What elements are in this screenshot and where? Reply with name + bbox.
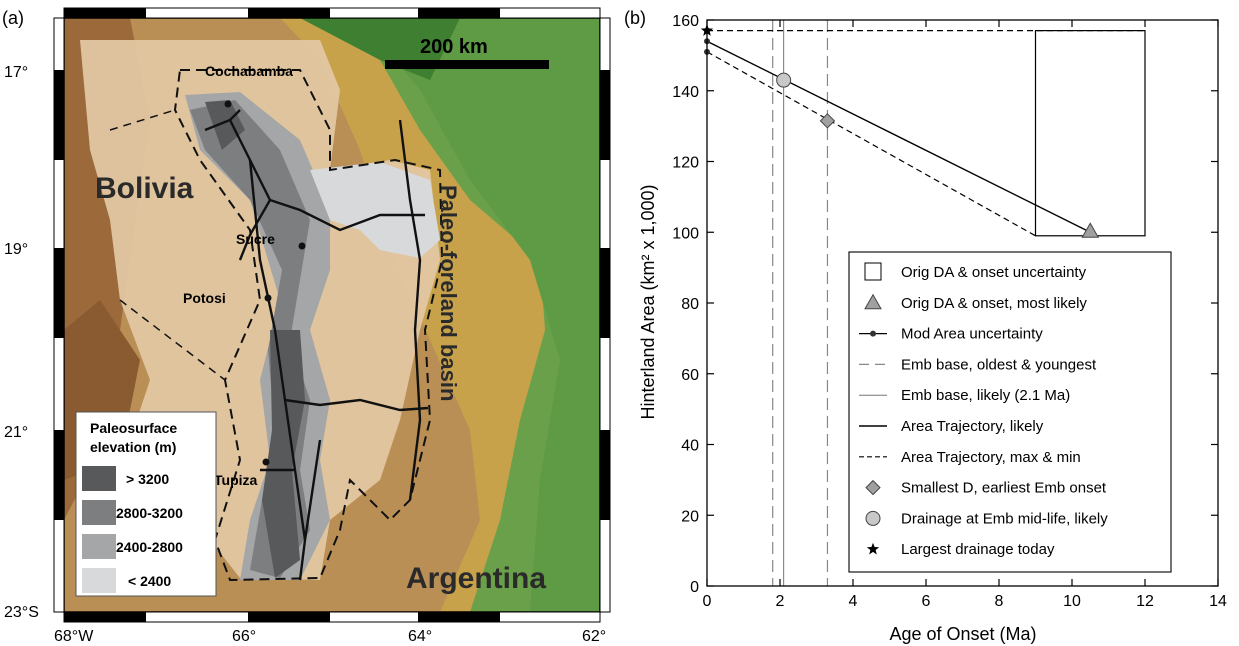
x-tick-label-3: 6 — [922, 593, 931, 610]
legend-swatch-3 — [82, 568, 116, 593]
legend-entry-longdash: Emb base, oldest & youngest — [859, 356, 1097, 373]
y-tick-label-4: 80 — [681, 296, 699, 313]
legend-label-thinline: Emb base, likely (2.1 Ma) — [901, 387, 1070, 404]
map-frame — [53, 7, 611, 623]
lat-tick-19: 19° — [4, 241, 28, 258]
elevation-legend: Paleosurface elevation (m) > 3200 2800-3… — [75, 411, 217, 597]
trajectory-likely — [706, 40, 1091, 233]
lon-tick-64: 64° — [408, 628, 432, 645]
place-tupiza: Tupiza — [214, 472, 258, 488]
place-cochabamba: Cochabamba — [205, 63, 293, 79]
lat-tick-23: 23°S — [4, 604, 39, 621]
y-axis-label: Hinterland Area (km² x 1,000) — [638, 184, 658, 419]
y-tick-label-7: 140 — [672, 84, 699, 101]
trajectory-min — [706, 51, 1036, 237]
drainage-mid-life-circle — [776, 72, 792, 88]
lat-tick-21: 21° — [4, 424, 28, 441]
x-tick-label-5: 10 — [1063, 593, 1081, 610]
city-dot-tupiza — [262, 458, 270, 466]
y-tick-label-3: 60 — [681, 367, 699, 384]
city-dot-sucre — [298, 242, 306, 250]
legend-label-box: Orig DA & onset uncertainty — [901, 264, 1087, 281]
legend-label-0: > 3200 — [126, 471, 169, 487]
panel-b-label: (b) — [624, 8, 646, 28]
lon-tick-68: 68°W — [54, 628, 94, 645]
legend-entry-box: Orig DA & onset uncertainty — [864, 262, 1087, 281]
drainage-divide-outline — [173, 69, 444, 582]
legend-label-diamond: Smallest D, earliest Emb onset — [901, 480, 1107, 497]
y-tick-label-5: 100 — [672, 225, 699, 242]
x-tick-label-1: 2 — [776, 593, 785, 610]
city-dot-potosi — [264, 294, 272, 302]
legend-entry-thinline: Emb base, likely (2.1 Ma) — [859, 387, 1070, 404]
legend-label-3: < 2400 — [128, 573, 171, 589]
legend-label-triangle: Orig DA & onset, most likely — [901, 295, 1087, 312]
x-tick-label-7: 14 — [1209, 593, 1227, 610]
legend-symbol-triangle — [864, 293, 882, 310]
x-tick-label-0: 0 — [703, 593, 712, 610]
legend-swatch-1 — [82, 500, 116, 525]
legend-label-dotline: Mod Area uncertainty — [901, 326, 1043, 343]
y-tick-label-0: 0 — [690, 579, 699, 596]
zone-above-3200-north — [205, 100, 245, 150]
y-tick-label-2: 40 — [681, 438, 699, 455]
x-tick-label-4: 8 — [995, 593, 1004, 610]
legend-entry-dotline: Mod Area uncertainty — [859, 326, 1043, 343]
legend-symbol-box — [864, 262, 882, 281]
legend-title-2: elevation (m) — [90, 439, 176, 455]
legend-symbol-dot — [870, 330, 876, 337]
legend-entry-shortdash: Area Trajectory, max & min — [859, 449, 1081, 466]
legend-swatch-0 — [82, 466, 116, 491]
legend-symbol-diamond — [865, 479, 881, 496]
panel-a-label: (a) — [2, 8, 24, 28]
orig-most-likely-triangle — [1081, 222, 1100, 238]
plot-area — [700, 20, 1146, 586]
x-tick-label-6: 12 — [1136, 593, 1154, 610]
city-dot-cochabamba — [224, 100, 232, 108]
lat-tick-17: 17° — [4, 64, 28, 81]
y-tick-label-8: 160 — [672, 13, 699, 30]
x-axis-label: Age of Onset (Ma) — [889, 624, 1036, 644]
legend-label-solid: Area Trajectory, likely — [901, 418, 1044, 435]
legend-box — [848, 251, 1172, 573]
map-east-lowland — [360, 18, 600, 612]
zone-above-3200-south — [262, 330, 305, 578]
smallest-d-diamond — [819, 113, 836, 129]
scale-label: 200 km — [420, 36, 488, 58]
legend-entry-star: Largest drainage today — [866, 541, 1055, 558]
legend-symbol-star — [866, 542, 880, 555]
legend-entry-triangle: Orig DA & onset, most likely — [864, 293, 1087, 312]
legend-label-shortdash: Area Trajectory, max & min — [901, 449, 1081, 466]
legend-swatch-2 — [82, 534, 116, 559]
lon-tick-66: 66° — [232, 628, 256, 645]
x-tick-label-2: 4 — [849, 593, 858, 610]
legend-label-star: Largest drainage today — [901, 541, 1055, 558]
paleo-drainage-network — [204, 109, 429, 581]
y-tick-label-1: 20 — [681, 508, 699, 525]
place-sucre: Sucre — [236, 231, 275, 247]
scale-bar — [385, 60, 549, 69]
panel-a-map: (a) — [2, 7, 611, 645]
country-argentina: Argentina — [406, 562, 546, 595]
lon-tick-62: 62° — [582, 628, 606, 645]
uncertainty-box — [1034, 30, 1146, 237]
place-potosi: Potosi — [183, 290, 226, 306]
legend-label-longdash: Emb base, oldest & youngest — [901, 356, 1097, 373]
legend-label-circle: Drainage at Emb mid-life, likely — [901, 510, 1108, 527]
legend-symbol-circle — [865, 510, 881, 526]
legend-entry-circle: Drainage at Emb mid-life, likely — [865, 510, 1108, 527]
country-bolivia: Bolivia — [95, 172, 194, 205]
legend-entry-solid: Area Trajectory, likely — [859, 418, 1044, 435]
chart-legend: Orig DA & onset uncertainty Orig DA & ons… — [848, 251, 1172, 573]
legend-entry-diamond: Smallest D, earliest Emb onset — [865, 479, 1107, 497]
legend-label-2: 2400-2800 — [116, 539, 183, 555]
legend-title-1: Paleosurface — [90, 420, 177, 436]
basin-label: Paleo-foreland basin — [436, 185, 461, 401]
y-tick-label-6: 120 — [672, 155, 699, 172]
legend-label-1: 2800-3200 — [116, 505, 183, 521]
